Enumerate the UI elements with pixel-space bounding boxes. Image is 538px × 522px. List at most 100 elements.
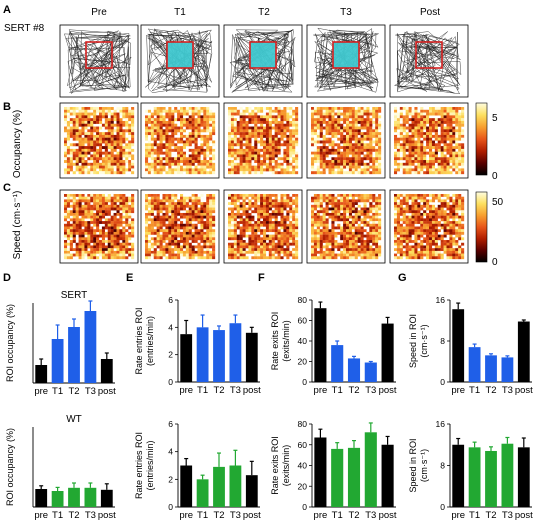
heatmap-cell — [156, 202, 160, 205]
heatmap-cell — [369, 129, 373, 133]
heatmap-cell — [429, 132, 433, 136]
heatmap-cell — [431, 118, 435, 122]
heatmap-cell — [260, 229, 264, 233]
heatmap-cell — [185, 168, 189, 172]
heatmap-cell — [437, 160, 441, 163]
heatmap-cell — [417, 234, 421, 238]
heatmap-cell — [426, 237, 430, 241]
heatmap-cell — [84, 237, 88, 241]
heatmap-cell — [340, 204, 344, 208]
heatmap-cell — [452, 229, 456, 233]
heatmap-cell — [248, 129, 252, 133]
heatmap-cell — [66, 242, 70, 246]
heatmap-cell — [375, 162, 379, 166]
heatmap-cell — [434, 231, 438, 235]
heatmap-cell — [420, 123, 424, 127]
heatmap-cell — [75, 229, 79, 233]
heatmap-cell — [414, 157, 418, 161]
roi-square — [415, 41, 443, 69]
heatmap-cell — [236, 151, 240, 155]
heatmap-cell — [248, 120, 252, 124]
heatmap-cell — [283, 207, 287, 211]
heatmap-cell — [212, 207, 216, 211]
heatmap-cell — [96, 218, 100, 222]
heatmap-cell — [248, 154, 252, 158]
heatmap-cell — [449, 157, 453, 161]
heatmap-cell — [292, 157, 296, 161]
heatmap-cell — [239, 129, 243, 133]
heatmap-cell — [72, 120, 76, 124]
heatmap-cell — [194, 207, 198, 211]
heatmap-cell — [346, 210, 350, 214]
heatmap-cell — [280, 245, 284, 249]
heatmap-cell — [194, 218, 198, 222]
heatmap-cell — [233, 223, 237, 227]
heatmap-cell — [185, 199, 189, 203]
heatmap-cell — [159, 137, 163, 141]
heatmap-cell — [351, 151, 355, 155]
heatmap-cell — [354, 194, 358, 197]
heatmap-cell — [360, 168, 364, 172]
heatmap-cell — [443, 165, 447, 169]
heatmap-cell — [242, 226, 246, 230]
heatmap-cell — [165, 229, 169, 233]
heatmap-cell — [245, 140, 249, 144]
heatmap-cell — [239, 120, 243, 124]
heatmap-cell — [455, 229, 459, 233]
heatmap-cell — [162, 223, 166, 227]
heatmap-cell — [128, 234, 132, 238]
heatmap-cell — [212, 123, 216, 127]
heatmap-cell — [286, 256, 290, 260]
heatmap-cell — [228, 242, 232, 246]
heatmap-cell — [206, 215, 210, 219]
heatmap-cell — [446, 250, 450, 254]
heatmap-cell — [96, 237, 100, 241]
heatmap-cell — [343, 218, 347, 222]
heatmap-cell — [363, 120, 367, 124]
heatmap-cell — [440, 245, 444, 249]
heatmap-cell — [289, 253, 293, 257]
heatmap-cell — [191, 151, 195, 155]
heatmap-cell — [414, 143, 418, 147]
heatmap-cell — [194, 231, 198, 235]
heatmap-cell — [248, 237, 252, 241]
heatmap-cell — [429, 223, 433, 227]
heatmap-cell — [66, 229, 70, 233]
heatmap-cell — [280, 221, 284, 224]
heatmap-cell — [271, 237, 275, 241]
heatmap-cell — [251, 248, 255, 252]
heatmap-cell — [242, 234, 246, 238]
heatmap-cell — [322, 162, 326, 166]
heatmap-cell — [411, 223, 415, 227]
heatmap-cell — [375, 253, 379, 257]
heatmap-cell — [131, 162, 135, 166]
heatmap-cell — [116, 229, 120, 233]
heatmap-cell — [292, 242, 296, 246]
heatmap-cell — [203, 245, 207, 249]
heatmap-cell — [346, 256, 350, 260]
heatmap-cell — [408, 248, 412, 252]
heatmap-cell — [260, 199, 264, 203]
heatmap-cell — [69, 212, 73, 216]
heatmap-cell — [283, 168, 287, 172]
heatmap-cell — [206, 160, 210, 163]
heatmap-cell — [311, 231, 315, 235]
heatmap-cell — [265, 132, 269, 136]
heatmap-cell — [414, 168, 418, 172]
heatmap-cell — [174, 129, 178, 133]
heatmap-cell — [81, 221, 85, 224]
heatmap-cell — [396, 202, 400, 205]
heatmap-cell — [90, 218, 94, 222]
heatmap-cell — [420, 242, 424, 246]
heatmap-cell — [452, 162, 456, 166]
heatmap-cell — [417, 115, 421, 119]
heatmap-cell — [113, 199, 117, 203]
heatmap-cell — [230, 229, 234, 233]
heatmap-cell — [396, 154, 400, 158]
heatmap-cell — [84, 226, 88, 230]
heatmap-cell — [292, 126, 296, 130]
heatmap-cell — [239, 253, 243, 257]
heatmap-cell — [119, 160, 123, 163]
heatmap-cell — [396, 196, 400, 200]
heatmap-cell — [180, 151, 184, 155]
